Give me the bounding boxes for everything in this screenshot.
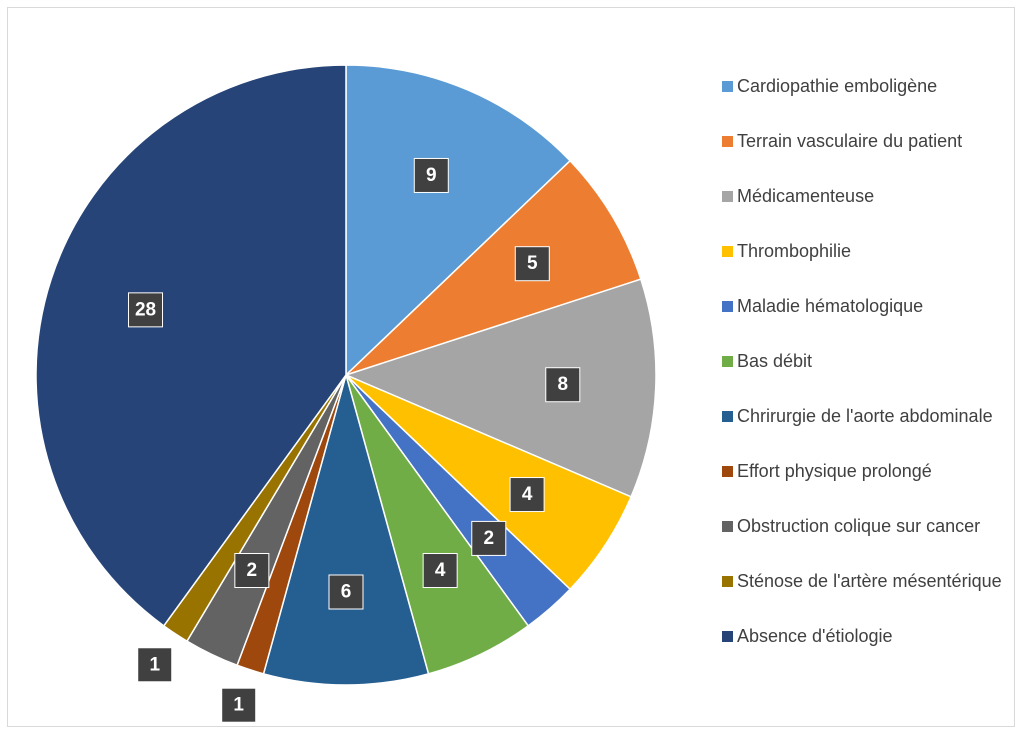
- legend-swatch: [722, 81, 733, 92]
- legend-item: Chrirurgie de l'aorte abdominale: [722, 404, 1022, 428]
- pie-slice: [345, 64, 572, 377]
- data-label-box: [128, 292, 164, 328]
- data-label: 6: [341, 582, 352, 603]
- data-label: 8: [557, 374, 568, 395]
- chart-frame: [7, 7, 1015, 727]
- data-label: 1: [149, 654, 160, 675]
- data-label-box: [509, 477, 545, 513]
- legend-swatch: [722, 466, 733, 477]
- legend-label: Absence d'étiologie: [737, 626, 893, 646]
- pie-slice: [262, 372, 430, 686]
- data-label-box: [413, 157, 449, 193]
- legend-item: Effort physique prolongé: [722, 459, 1022, 483]
- data-label: 5: [527, 253, 538, 274]
- legend-swatch: [722, 246, 733, 257]
- legend-item: Terrain vasculaire du patient: [722, 129, 1022, 153]
- data-label: 4: [435, 560, 446, 581]
- data-label-box: [137, 647, 173, 683]
- legend-item: Sténose de l'artère mésentérique: [722, 569, 1022, 593]
- data-label-box: [545, 367, 581, 403]
- data-label-box: [422, 553, 458, 589]
- legend-label: Maladie hématologique: [737, 296, 924, 316]
- legend-swatch: [722, 301, 733, 312]
- legend-swatch: [722, 576, 733, 587]
- data-label: 4: [522, 484, 533, 505]
- legend-item: Cardiopathie emboligène: [722, 74, 1022, 98]
- pie-slice: [343, 278, 657, 498]
- legend-item: Obstruction colique sur cancer: [722, 514, 1022, 538]
- legend-label: Effort physique prolongé: [737, 461, 932, 481]
- legend-swatch: [722, 136, 733, 147]
- data-label-box: [221, 687, 257, 723]
- data-label: 2: [247, 560, 258, 581]
- data-label: 9: [426, 165, 437, 186]
- data-label: 28: [135, 299, 156, 320]
- legend-item: Médicamenteuse: [722, 184, 1022, 208]
- legend-swatch: [722, 356, 733, 367]
- data-label-box: [234, 553, 270, 589]
- legend-item: Absence d'étiologie: [722, 624, 1022, 648]
- legend-label: Obstruction colique sur cancer: [737, 516, 981, 536]
- data-label-box: [328, 574, 364, 610]
- data-label-box: [514, 246, 550, 282]
- data-label-box: [471, 520, 507, 556]
- legend-swatch: [722, 411, 733, 422]
- legend-label: Chrirurgie de l'aorte abdominale: [737, 406, 993, 426]
- data-label: 2: [483, 528, 494, 549]
- legend-label: Médicamenteuse: [737, 186, 875, 206]
- pie-slice: [35, 64, 347, 627]
- legend-item: Thrombophilie: [722, 239, 1022, 263]
- legend-label: Bas débit: [737, 351, 813, 371]
- legend-label: Cardiopathie emboligène: [737, 76, 938, 96]
- legend-swatch: [722, 191, 733, 202]
- legend-item: Maladie hématologique: [722, 294, 1022, 318]
- legend-swatch: [722, 521, 733, 532]
- legend-label: Terrain vasculaire du patient: [737, 131, 963, 151]
- legend-label: Sténose de l'artère mésentérique: [737, 571, 1002, 591]
- pie-slice: [345, 159, 642, 376]
- legend-label: Thrombophilie: [737, 241, 852, 261]
- data-label: 1: [233, 695, 244, 716]
- legend-swatch: [722, 631, 733, 642]
- legend-item: Bas débit: [722, 349, 1022, 373]
